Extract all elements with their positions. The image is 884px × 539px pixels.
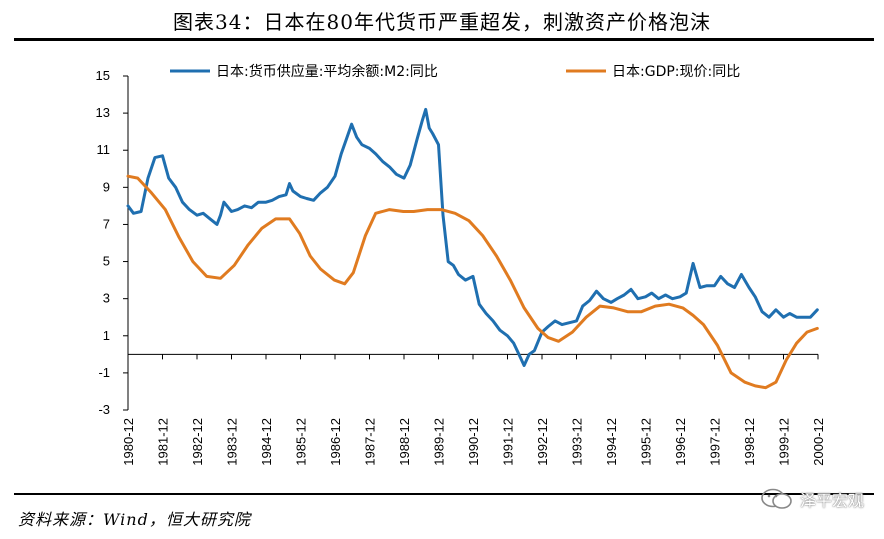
x-tick-label: 1986-12 bbox=[328, 418, 343, 466]
y-tick-label: 3 bbox=[103, 291, 110, 306]
series-line-m2 bbox=[126, 107, 819, 367]
y-tick-label: 1 bbox=[103, 328, 110, 343]
page-title: 图表34：日本在80年代货币严重超发，刺激资产价格泡沫 bbox=[173, 10, 711, 34]
x-tick-label: 1992-12 bbox=[535, 418, 550, 466]
y-tick-label: 5 bbox=[103, 254, 110, 269]
x-tick-label: 1987-12 bbox=[363, 418, 378, 466]
chart-legend: 日本:货币供应量:平均余额:M2:同比 日本:GDP:现价:同比 bbox=[170, 63, 740, 80]
y-tick-label: 15 bbox=[96, 68, 110, 83]
x-tick-label: 1989-12 bbox=[432, 418, 447, 466]
x-tick-label: 1995-12 bbox=[639, 418, 654, 466]
x-tick-label: 1996-12 bbox=[673, 418, 688, 466]
chart-series bbox=[126, 107, 819, 390]
y-tick-label: 9 bbox=[103, 179, 110, 194]
bottom-rule bbox=[14, 493, 874, 495]
watermark-text: 泽平宏观 bbox=[800, 491, 865, 510]
x-tick-label: 2000-12 bbox=[811, 418, 826, 466]
line-chart: 15 13 11 9 7 5 3 1 -1 -3 1980-12 1981-12 1982-12 1983… bbox=[96, 63, 826, 466]
chart-axes: 15 13 11 9 7 5 3 1 -1 -3 1980-12 1981-12 1982-12 1983… bbox=[96, 68, 826, 466]
x-tick-label: 1981-12 bbox=[156, 418, 171, 466]
x-tick-label: 1990-12 bbox=[466, 418, 481, 466]
y-tick-label: 7 bbox=[103, 216, 110, 231]
y-tick-label: -3 bbox=[98, 402, 110, 417]
y-tick-label: 13 bbox=[96, 105, 110, 120]
source-note: 资料来源：Wind，恒大研究院 bbox=[18, 510, 251, 529]
wechat-icon bbox=[761, 488, 792, 509]
series-line-gdp bbox=[126, 174, 819, 390]
x-tick-label: 1998-12 bbox=[742, 418, 757, 466]
x-tick-label: 1988-12 bbox=[397, 418, 412, 466]
x-tick-label: 1985-12 bbox=[294, 418, 309, 466]
watermark: 泽平宏观 bbox=[760, 486, 864, 512]
x-tick-label: 1984-12 bbox=[259, 418, 274, 466]
legend-label-gdp: 日本:GDP:现价:同比 bbox=[612, 64, 740, 80]
x-tick-label: 1993-12 bbox=[570, 418, 585, 466]
x-tick-label: 1997-12 bbox=[708, 418, 723, 466]
x-tick-label: 1999-12 bbox=[777, 418, 792, 466]
top-rule bbox=[14, 38, 874, 41]
y-tick-label: 11 bbox=[97, 142, 111, 157]
legend-label-m2: 日本:货币供应量:平均余额:M2:同比 bbox=[216, 63, 438, 80]
x-tick-label: 1994-12 bbox=[604, 418, 619, 466]
x-tick-label: 1991-12 bbox=[501, 418, 516, 466]
x-tick-label: 1980-12 bbox=[121, 418, 136, 466]
y-tick-label: -1 bbox=[98, 365, 110, 380]
x-tick-label: 1983-12 bbox=[225, 418, 240, 466]
x-tick-label: 1982-12 bbox=[190, 418, 205, 466]
